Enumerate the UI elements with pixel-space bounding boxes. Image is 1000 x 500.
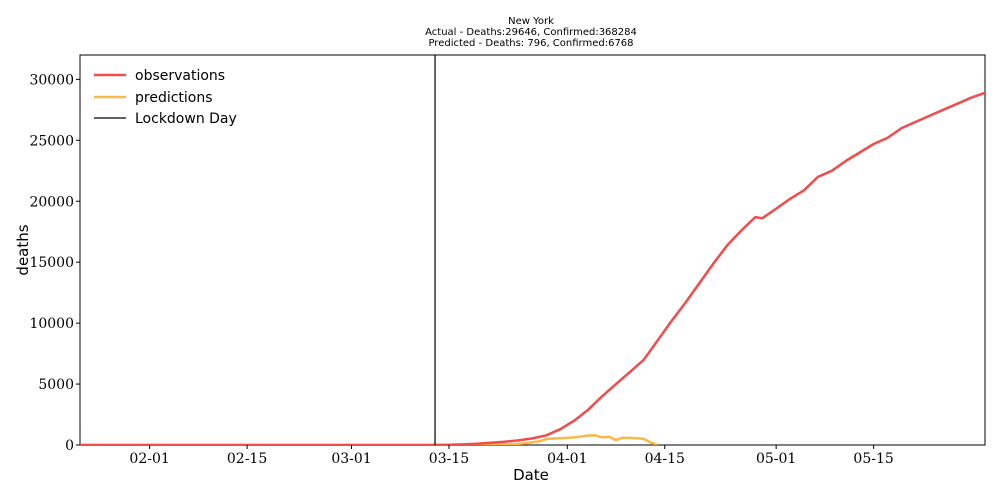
- series-line-observations: [80, 91, 985, 445]
- x-tick-label: 04-15: [645, 451, 685, 467]
- x-tick-label: 02-01: [129, 451, 169, 467]
- legend-label-observations: observations: [135, 68, 225, 84]
- x-tick-label: 03-15: [429, 451, 469, 467]
- y-tick-label: 25000: [29, 133, 74, 149]
- chart-title: New York: [508, 16, 554, 27]
- y-tick-label: 15000: [29, 255, 74, 271]
- x-tick-label: 05-01: [756, 451, 796, 467]
- x-tick-label: 02-15: [227, 451, 267, 467]
- y-tick-label: 20000: [29, 194, 74, 210]
- y-tick-label: 30000: [29, 72, 74, 88]
- legend-label-lockdown-day: Lockdown Day: [135, 111, 237, 127]
- y-tick-label: 0: [65, 438, 74, 454]
- y-tick-label: 5000: [38, 377, 74, 393]
- x-tick-label: 03-01: [331, 451, 371, 467]
- x-tick-label: 04-01: [547, 451, 587, 467]
- x-axis-label: Date: [513, 466, 549, 484]
- series-line-predictions: [80, 434, 659, 445]
- x-tick-label: 05-15: [853, 451, 893, 467]
- series-layer: [80, 91, 985, 445]
- legend-label-predictions: predictions: [135, 90, 213, 106]
- plot-area: [79, 54, 986, 446]
- chart-subtitle-predicted: Predicted - Deaths: 796, Confirmed:6768: [428, 38, 633, 49]
- y-axis-label: deaths: [14, 224, 32, 275]
- x-ticks: 02-01 02-15 03-01 03-15 04-01 04-15 05-01 05-15: [129, 445, 894, 467]
- legend: observations predictions Lockdown Day: [94, 68, 237, 127]
- chart-subtitle-actual: Actual - Deaths:29646, Confirmed:368284: [425, 27, 637, 38]
- y-ticks: 0 5000 10000 15000 20000 25000 30000: [29, 72, 80, 454]
- y-tick-label: 10000: [29, 316, 74, 332]
